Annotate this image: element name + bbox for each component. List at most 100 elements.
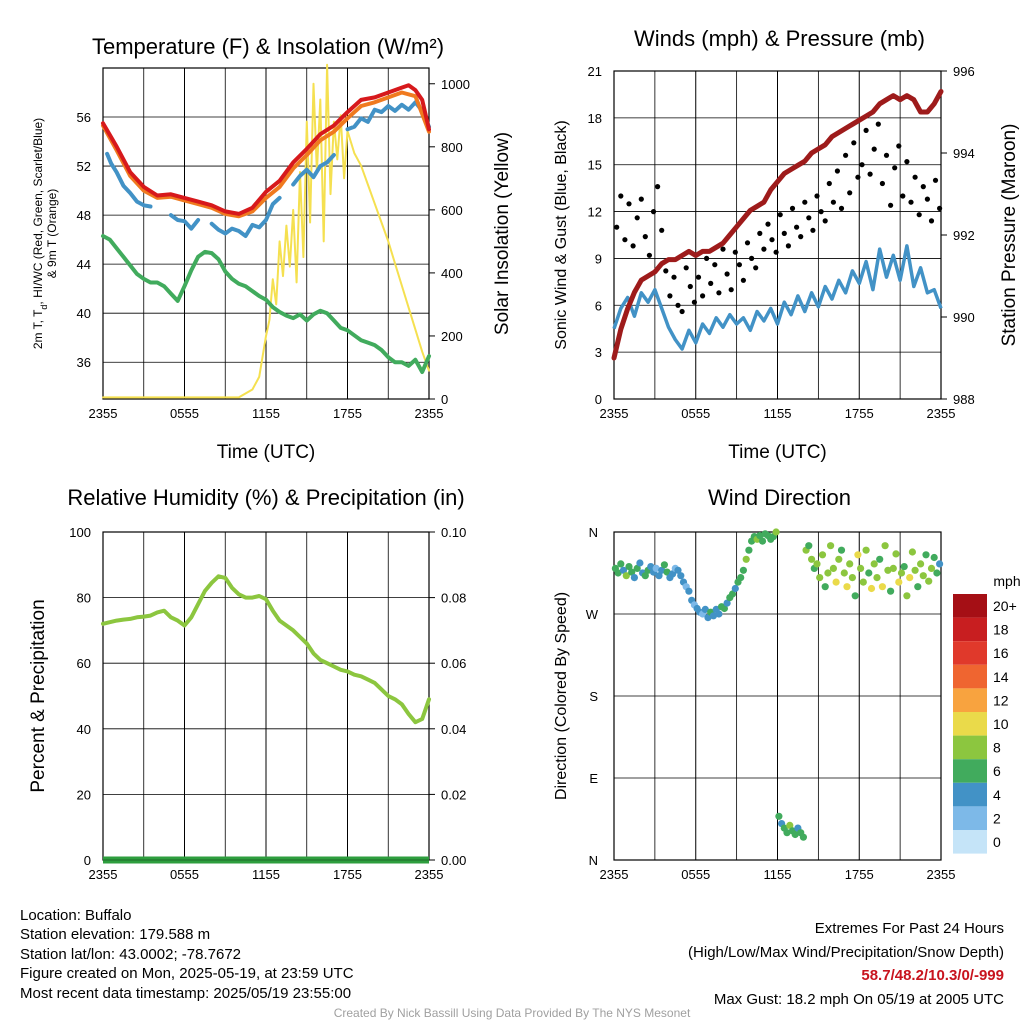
direction-point (723, 599, 731, 607)
direction-point (903, 592, 911, 600)
x-tick-label: 2355 (89, 867, 118, 882)
series-9m-temperature (101, 90, 431, 219)
gust-point (912, 174, 918, 180)
colorbar-swatch (953, 688, 987, 712)
direction-point (876, 555, 884, 563)
gust-point (781, 230, 787, 236)
gust-point (834, 168, 841, 174)
gust-point (630, 243, 636, 249)
gust-point (769, 237, 775, 243)
gust-point (838, 205, 845, 211)
direction-point (930, 553, 938, 562)
direction-point (887, 587, 895, 595)
gust-point (794, 224, 800, 230)
y-axis-label: Percent & Precipitation (28, 599, 49, 792)
x-tick-label: 0555 (170, 867, 199, 882)
colorbar-label: 18 (993, 622, 1009, 638)
direction-point (663, 568, 671, 576)
y2-tick-label: 1000 (441, 77, 470, 92)
gust-point (724, 271, 730, 277)
gust-point (650, 209, 657, 215)
gust-point (638, 196, 644, 202)
colorbar-swatch (953, 594, 987, 618)
y-tick-label: 18 (588, 111, 602, 126)
series-solar-insolation (102, 63, 430, 399)
direction-point (758, 537, 767, 545)
gust-point (614, 224, 620, 230)
y2-tick-label: 988 (953, 392, 975, 407)
gust-point (888, 202, 894, 208)
direction-point (889, 564, 897, 573)
extremes-subtitle: (High/Low/Max Wind/Precipitation/Snow De… (688, 943, 1004, 961)
gust-point (867, 171, 873, 177)
y-axis-label: Direction (Colored By Speed) (553, 592, 570, 800)
gust-point (928, 218, 935, 224)
x-tick-label: 2355 (927, 406, 956, 421)
x-tick-label: 1155 (764, 406, 792, 421)
direction-point (818, 551, 827, 559)
direction-point (619, 566, 628, 574)
y-tick-label: 52 (77, 159, 91, 174)
direction-point (731, 584, 739, 593)
direction-point (925, 577, 933, 585)
gust-point (618, 193, 624, 199)
direction-point (840, 569, 848, 577)
direction-point (933, 569, 941, 577)
x-tick-label: 1755 (845, 406, 874, 421)
y2-tick-label: 0.10 (441, 525, 466, 540)
gust-point (924, 196, 931, 202)
gust-point (626, 201, 632, 207)
gust-point (892, 165, 898, 171)
gust-point (773, 249, 779, 255)
colorbar-unit: mph (993, 573, 1020, 589)
direction-point (630, 574, 639, 582)
gust-point (712, 262, 718, 268)
colorbar-swatch (953, 664, 987, 689)
gust-point (908, 199, 914, 205)
direction-point (622, 572, 630, 580)
direction-point (843, 583, 851, 591)
y-tick-label: 6 (595, 298, 602, 313)
direction-point (881, 542, 889, 550)
colorbar-label: 20+ (993, 598, 1017, 614)
y-tick-label: 3 (595, 345, 602, 360)
colorbar-swatch (953, 617, 987, 642)
x-tick-label: 1755 (845, 867, 874, 882)
y-tick-label: 40 (77, 722, 91, 737)
direction-point (862, 546, 870, 554)
y-tick-label: 0 (84, 853, 91, 868)
gust-point (810, 227, 816, 233)
gust-point (883, 152, 890, 158)
panel-1: 2355 0555 1155 1755 2355 36 40 44 48 52 56 0 200 400 6… (31, 34, 513, 463)
plot-frame (102, 67, 430, 400)
gust-point (753, 265, 759, 271)
colorbar-swatch (953, 806, 987, 830)
x-tick-label: 2355 (89, 406, 118, 421)
x-tick-label: 0555 (681, 406, 710, 421)
x-tick-label: 2355 (600, 867, 629, 882)
colorbar-swatch (953, 830, 987, 854)
y-tick-label: 36 (77, 355, 91, 370)
direction-point (878, 583, 887, 591)
direction-point (745, 546, 753, 554)
colorbar-label: 8 (993, 740, 1001, 756)
gust-point (843, 152, 849, 158)
gust-point (830, 199, 837, 205)
direction-point (846, 560, 854, 568)
gust-point (904, 159, 910, 165)
gust-point (851, 140, 857, 146)
direction-point (873, 574, 881, 582)
direction-point (848, 574, 857, 582)
gust-point (789, 205, 796, 211)
gust-point (920, 184, 926, 190)
y-axis-label-line2: & 9m T (Orange) (45, 189, 59, 279)
gust-point (822, 218, 828, 224)
direction-point (829, 564, 838, 573)
direction-point (625, 563, 633, 571)
y-tick-label: 40 (77, 306, 91, 321)
direction-point (821, 583, 829, 591)
gust-point (646, 252, 653, 258)
direction-point (805, 542, 813, 550)
y2-tick-label: 996 (953, 64, 975, 79)
